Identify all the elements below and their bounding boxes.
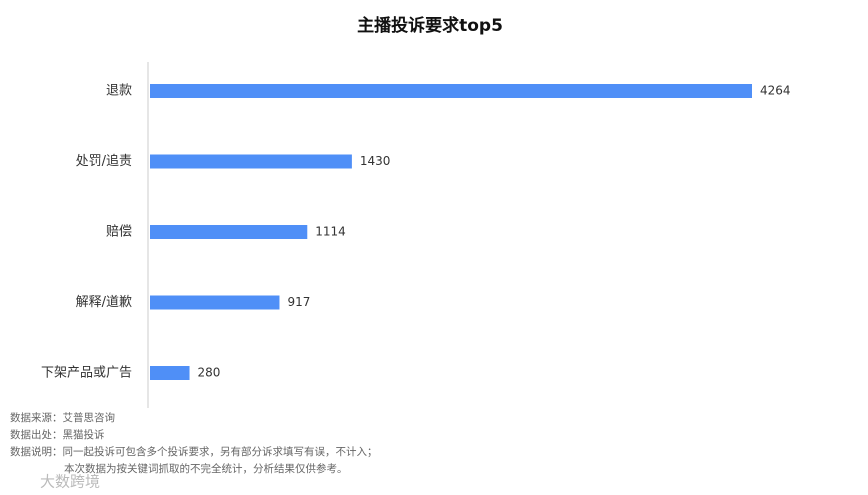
footnote: 数据来源：艾普思咨询 — [10, 411, 115, 424]
footnote: 数据出处：黑猫投诉 — [10, 428, 105, 441]
footnote: 数据说明：同一起投诉可包含多个投诉要求，另有部分诉求填写有误，不计入； — [10, 445, 378, 458]
category-label: 退款 — [106, 84, 132, 99]
value-label: 1114 — [315, 225, 346, 239]
bar — [150, 154, 352, 169]
value-label: 917 — [287, 295, 310, 309]
bar — [150, 225, 308, 239]
value-label: 280 — [198, 366, 221, 380]
bar — [150, 295, 280, 310]
source-mark: 大数跨境 — [40, 473, 100, 491]
category-label: 处罚/追责 — [76, 153, 132, 169]
category-label: 解释/道歉 — [76, 295, 132, 310]
bar — [150, 84, 752, 98]
bar — [150, 366, 190, 380]
category-label: 赔偿 — [106, 225, 132, 240]
chart-title: 主播投诉要求top5 — [357, 15, 503, 36]
category-label: 下架产品或广告 — [41, 366, 132, 381]
value-label: 4264 — [760, 84, 791, 98]
footnote: 本次数据为按关键词抓取的不完全统计，分析结果仅供参考。 — [64, 462, 348, 475]
value-label: 1430 — [360, 154, 391, 168]
